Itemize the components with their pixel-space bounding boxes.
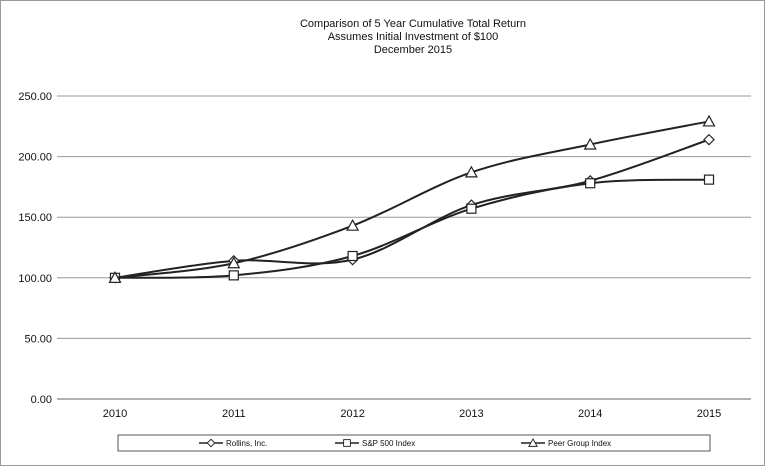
- y-axis-ticks: 0.00 50.00 100.00 150.00 200.00 250.00: [18, 91, 52, 406]
- legend-box: [117, 434, 711, 452]
- y-tick-label: 100.00: [18, 273, 52, 285]
- y-tick-label: 50.00: [24, 333, 52, 345]
- data-point: [108, 271, 122, 283]
- data-point: [228, 270, 239, 281]
- data-point: [703, 174, 715, 185]
- legend-label: Peer Group Index: [548, 439, 611, 448]
- legend-entry: Peer Group Index: [521, 437, 611, 448]
- chart-title: Comparison of 5 Year Cumulative Total Re…: [300, 18, 526, 56]
- series-group: [108, 114, 716, 284]
- legend-marker: [206, 438, 216, 448]
- x-tick-label: 2011: [222, 408, 246, 420]
- series-1: [109, 174, 715, 283]
- data-point: [466, 203, 477, 214]
- legend-marker: [528, 437, 538, 447]
- x-tick-label: 2010: [103, 408, 127, 420]
- series-line: [114, 178, 710, 279]
- data-point: [585, 178, 596, 189]
- legend-label: Rollins, Inc.: [226, 439, 267, 448]
- title-line-1: Comparison of 5 Year Cumulative Total Re…: [300, 18, 526, 30]
- data-point: [227, 256, 241, 269]
- legend-label: S&P 500 Index: [362, 439, 415, 448]
- data-point: [346, 218, 360, 231]
- data-point: [702, 114, 716, 127]
- legend-marker: [343, 439, 351, 447]
- y-tick-label: 150.00: [18, 212, 52, 224]
- title-line-3: December 2015: [374, 44, 452, 56]
- y-tick-label: 250.00: [18, 91, 52, 103]
- y-tick-label: 200.00: [18, 152, 52, 164]
- x-tick-label: 2014: [578, 408, 602, 420]
- series-line: [114, 120, 710, 279]
- data-point: [703, 133, 715, 146]
- data-point: [347, 250, 358, 262]
- data-point: [464, 165, 478, 178]
- title-line-2: Assumes Initial Investment of $100: [328, 31, 499, 43]
- legend-entry: S&P 500 Index: [335, 439, 415, 448]
- legend-entry: Rollins, Inc.: [199, 438, 267, 448]
- y-gridlines: [57, 95, 751, 400]
- x-tick-label: 2015: [697, 408, 721, 420]
- y-tick-label: 0.00: [31, 394, 52, 406]
- series-line: [114, 138, 710, 279]
- data-point: [583, 137, 597, 150]
- x-tick-label: 2012: [340, 408, 364, 420]
- x-tick-label: 2013: [459, 408, 483, 420]
- legend: Rollins, Inc. S&P 500 Index Peer Group Ind…: [117, 434, 711, 452]
- x-axis-ticks: 2010 2011 2012 2013 2014 2015: [103, 408, 721, 420]
- series-2: [108, 114, 716, 283]
